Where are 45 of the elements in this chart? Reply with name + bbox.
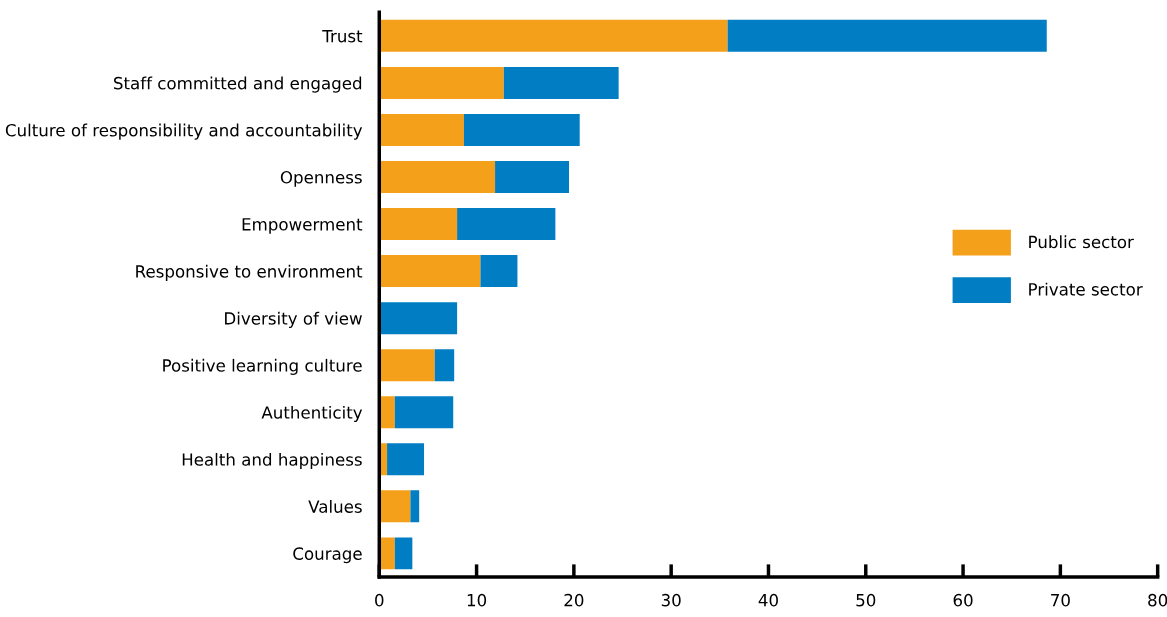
y-tick-label: Responsive to environment xyxy=(136,264,363,281)
bar xyxy=(379,302,458,335)
bar xyxy=(434,349,455,382)
y-tick-label: Culture of responsibility and accountability xyxy=(5,123,363,140)
bar xyxy=(379,161,496,193)
bar xyxy=(410,490,420,523)
y-tick-label: Positive learning culture xyxy=(163,358,362,375)
bar xyxy=(394,537,413,570)
bar xyxy=(379,66,504,99)
bar xyxy=(379,19,728,52)
y-tick-label: Openness xyxy=(280,170,362,187)
bar xyxy=(379,349,435,382)
bar xyxy=(727,19,1047,52)
x-tick-label: 50 xyxy=(856,593,876,607)
y-tick-label: Health and happiness xyxy=(182,452,362,470)
bar xyxy=(379,255,481,288)
x-tick-label: 80 xyxy=(1148,593,1167,607)
bar xyxy=(480,255,518,288)
legend-label: Private sector xyxy=(1029,282,1143,296)
y-tick-label: Empowerment xyxy=(242,218,363,234)
x-tick-label: 20 xyxy=(564,593,584,607)
y-tick-label: Values xyxy=(308,499,362,513)
bar xyxy=(379,208,458,241)
bar xyxy=(379,113,464,146)
x-tick-label: 0 xyxy=(375,593,384,607)
y-tick-label: Trust xyxy=(322,30,363,43)
bar xyxy=(379,537,395,570)
bar xyxy=(457,208,556,241)
legend-label: Public sector xyxy=(1029,235,1134,249)
x-tick-label: 30 xyxy=(661,593,681,607)
bar xyxy=(394,396,454,429)
bar xyxy=(503,66,619,99)
x-tick-label: 60 xyxy=(953,593,973,607)
y-tick-label: Staff committed and engaged xyxy=(114,76,362,93)
y-tick-label: Diversity of view xyxy=(225,311,362,328)
bar xyxy=(379,396,395,429)
y-tick-label: Courage xyxy=(293,547,362,564)
x-tick-label: 40 xyxy=(758,593,778,607)
y-tick-label: Authenticity xyxy=(261,405,363,423)
bar xyxy=(463,113,580,146)
bar xyxy=(379,490,411,523)
x-tick-label: 70 xyxy=(1051,593,1070,607)
bar xyxy=(387,443,425,476)
x-tick-label: 10 xyxy=(467,593,487,607)
bar xyxy=(495,161,570,193)
